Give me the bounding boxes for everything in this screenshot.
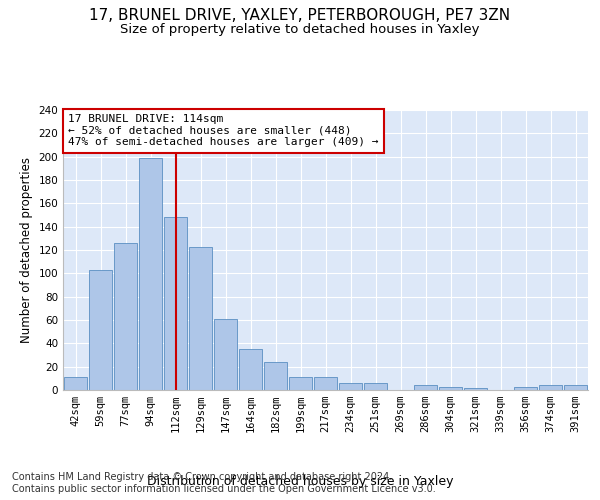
Bar bbox=[289, 377, 312, 390]
Bar bbox=[89, 270, 112, 390]
Y-axis label: Number of detached properties: Number of detached properties bbox=[20, 157, 33, 343]
Bar bbox=[514, 386, 537, 390]
Text: Size of property relative to detached houses in Yaxley: Size of property relative to detached ho… bbox=[120, 22, 480, 36]
Text: Distribution of detached houses by size in Yaxley: Distribution of detached houses by size … bbox=[147, 474, 453, 488]
Bar bbox=[164, 218, 187, 390]
Bar bbox=[564, 386, 587, 390]
Bar bbox=[64, 377, 87, 390]
Bar bbox=[314, 377, 337, 390]
Bar bbox=[139, 158, 162, 390]
Bar bbox=[339, 383, 362, 390]
Bar bbox=[114, 243, 137, 390]
Bar bbox=[464, 388, 487, 390]
Bar bbox=[414, 386, 437, 390]
Bar bbox=[439, 386, 462, 390]
Bar bbox=[539, 386, 562, 390]
Bar bbox=[264, 362, 287, 390]
Bar bbox=[189, 246, 212, 390]
Bar bbox=[214, 319, 237, 390]
Bar bbox=[364, 383, 387, 390]
Text: Contains HM Land Registry data © Crown copyright and database right 2024.
Contai: Contains HM Land Registry data © Crown c… bbox=[12, 472, 436, 494]
Text: 17, BRUNEL DRIVE, YAXLEY, PETERBOROUGH, PE7 3ZN: 17, BRUNEL DRIVE, YAXLEY, PETERBOROUGH, … bbox=[89, 8, 511, 22]
Bar bbox=[239, 349, 262, 390]
Text: 17 BRUNEL DRIVE: 114sqm
← 52% of detached houses are smaller (448)
47% of semi-d: 17 BRUNEL DRIVE: 114sqm ← 52% of detache… bbox=[68, 114, 379, 148]
